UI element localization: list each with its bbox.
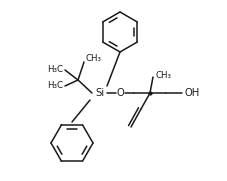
Text: H₃C: H₃C — [47, 66, 63, 75]
Text: CH₃: CH₃ — [155, 71, 171, 81]
Text: H₃C: H₃C — [47, 81, 63, 90]
Text: O: O — [116, 88, 123, 98]
Text: OH: OH — [184, 88, 199, 98]
Text: Si: Si — [95, 88, 104, 98]
Text: CH₃: CH₃ — [86, 54, 101, 64]
